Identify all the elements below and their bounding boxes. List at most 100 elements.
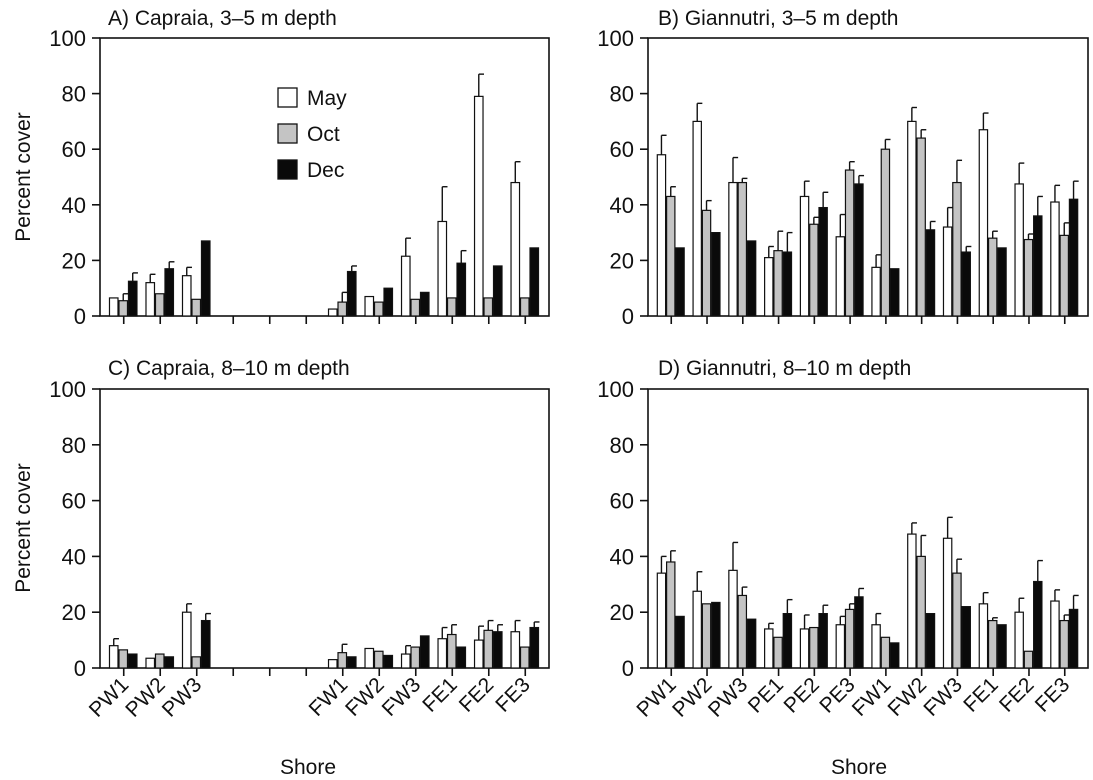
panel-b-bar-FW1-oct xyxy=(880,148,891,317)
panel-c-bar-FE2-may xyxy=(473,639,484,669)
panel-b-bar-PE2-oct xyxy=(809,223,819,317)
panel-c-bar-FE1-dec xyxy=(456,646,467,669)
panel-a-bar-FW3-may xyxy=(400,255,411,317)
legend-may-label: May xyxy=(307,87,347,110)
panel-d-category-label-fw2: FW2 xyxy=(884,673,932,721)
panel-d-y-tick-label: 20 xyxy=(610,600,634,625)
panel-b-bar-FE2-oct xyxy=(1023,238,1034,317)
panel-c-bar-PW1-dec xyxy=(127,653,138,669)
panel-d-bar-FW2-oct xyxy=(916,555,926,669)
panel-b-bar-PE3-oct xyxy=(844,169,855,317)
panel-a-bar-PW1-dec xyxy=(127,280,138,317)
panel-a-bar-FE1-dec xyxy=(456,262,467,317)
panel-c-bar-FE3-oct xyxy=(519,646,530,669)
panel-c-y-tick-label: 100 xyxy=(49,377,86,402)
panel-c-category-label-pw2: PW2 xyxy=(121,673,169,721)
panel-d-bar-PW1-dec xyxy=(675,615,685,669)
panel-b-bar-PE3-dec xyxy=(854,183,864,317)
panel-a-title: A) Capraia, 3–5 m depth xyxy=(108,7,337,30)
panel-d-category-label-pw1: PW1 xyxy=(632,673,680,721)
panel-b-bar-PW3-may xyxy=(728,181,738,317)
panel-b-bar-PW3-oct xyxy=(737,181,748,317)
panel-a-bar-FE2-oct xyxy=(483,297,494,317)
panel-d-bar-PE1-may xyxy=(764,628,774,669)
panel-c-y-tick-label: 0 xyxy=(74,656,86,681)
panel-d-category-label-fw1: FW1 xyxy=(848,673,896,721)
panel-c-y-tick-label: 20 xyxy=(62,600,86,625)
panel-b-bar-FW3-oct xyxy=(952,181,962,317)
panel-d-bar-PE2-oct xyxy=(809,626,819,669)
panel-a-bar-PW2-dec xyxy=(164,268,175,317)
panel-a-bar-PW2-may xyxy=(145,282,156,317)
panel-b-bar-PW3-dec xyxy=(746,240,757,317)
panel-d-bar-PE1-dec xyxy=(782,612,793,669)
panel-c: C) Capraia, 8–10 m depth Percent cover 0… xyxy=(12,357,550,722)
panel-c-bar-FW2-dec xyxy=(383,654,394,669)
panel-b-bar-PW1-oct xyxy=(666,195,676,317)
panel-d-bar-FW3-dec xyxy=(961,606,971,669)
panel-c-category-label-fe2: FE2 xyxy=(455,673,498,716)
panel-b-bar-PE1-dec xyxy=(782,251,793,317)
panel-d-bar-PE3-oct xyxy=(844,608,855,669)
panel-b-bar-FE1-dec xyxy=(997,247,1007,317)
panel-d-bar-PW1-may xyxy=(656,572,667,669)
panel-d-y-tick-label: 40 xyxy=(610,544,634,569)
panel-d-category-label-pw2: PW2 xyxy=(668,673,716,721)
panel-c-bar-FW3-may xyxy=(400,653,411,669)
panel-b-bar-FW2-may xyxy=(907,120,917,317)
panel-a-y-tick-label: 80 xyxy=(62,82,86,107)
panel-a-bar-FW1-may xyxy=(327,308,338,317)
panel-b-bar-FE1-may xyxy=(978,129,989,317)
panel-d-bar-FE1-dec xyxy=(997,624,1007,669)
panel-d-bar-FE2-may xyxy=(1014,611,1024,669)
panel-c-category-label-fe1: FE1 xyxy=(418,673,461,716)
panel-c-bar-FE2-oct xyxy=(483,629,494,669)
panel-c-bar-FW1-oct xyxy=(337,652,348,669)
panel-d: D) Giannutri, 8–10 m depth 0 20 40 60 80 100 P… xyxy=(597,357,1089,722)
panel-c-category-label-fw2: FW2 xyxy=(341,673,389,721)
panel-b-bar-FE3-dec xyxy=(1068,198,1079,317)
panel-d-bar-PE3-dec xyxy=(854,596,864,669)
panel-c-y-tick-label: 40 xyxy=(62,544,86,569)
panel-c-bar-PW1-oct xyxy=(118,649,129,669)
panel-b-bar-FE2-dec xyxy=(1033,215,1043,317)
panel-c-bar-PW3-dec xyxy=(200,619,211,669)
panel-d-category-label-fe2: FE2 xyxy=(995,673,1038,716)
panel-a-bar-FE1-oct xyxy=(446,297,457,317)
panel-d-bar-PW3-dec xyxy=(746,618,757,669)
panel-d-y-tick-label: 80 xyxy=(610,433,634,458)
panel-b-y-tick-label: 20 xyxy=(610,248,634,273)
panel-c-bar-FW1-dec xyxy=(346,656,357,669)
panel-c-bar-PW3-oct xyxy=(191,656,202,669)
panel-d-bar-FW3-oct xyxy=(952,572,962,669)
panel-b-y-tick-label: 40 xyxy=(610,193,634,218)
panel-c-y-tick-label: 60 xyxy=(62,489,86,514)
panel-c-category-label-pw1: PW1 xyxy=(85,673,133,721)
panel-a-y-tick-label: 40 xyxy=(62,193,86,218)
panel-b-bar-FW3-dec xyxy=(961,251,971,317)
panel-c-bar-PW2-may xyxy=(145,657,156,669)
panel-b-bar-FW2-oct xyxy=(916,137,926,317)
panel-b-plot: 0 20 40 60 80 100 xyxy=(597,26,1089,329)
panel-c-bar-PW2-oct xyxy=(154,653,165,669)
panel-a-bar-PW1-may xyxy=(108,297,119,317)
panel-b-frame xyxy=(647,37,1089,317)
panel-b-bar-PW2-may xyxy=(692,120,702,317)
panel-c-y-tick-label: 80 xyxy=(62,433,86,458)
panel-b-bar-PE1-oct xyxy=(773,250,783,317)
panel-d-bar-PW2-dec xyxy=(711,601,721,669)
legend-may-swatch xyxy=(277,87,298,108)
panel-a-bar-PW3-oct xyxy=(191,298,202,317)
panel-a-bar-FE3-dec xyxy=(529,247,540,317)
panel-b-bar-PE2-may xyxy=(799,195,810,317)
panel-c-category-label-pw3: PW3 xyxy=(158,673,206,721)
panel-b-bar-FE2-may xyxy=(1014,183,1024,317)
legend-oct-swatch xyxy=(277,123,298,144)
panel-d-bar-PE2-may xyxy=(799,628,810,669)
panel-d-category-label-fw3: FW3 xyxy=(919,673,967,721)
panel-a-bar-PW3-dec xyxy=(200,240,211,317)
legend-oct-label: Oct xyxy=(307,123,340,146)
panel-d-frame xyxy=(647,388,1089,669)
panel-c-category-label-fe3: FE3 xyxy=(491,673,534,716)
